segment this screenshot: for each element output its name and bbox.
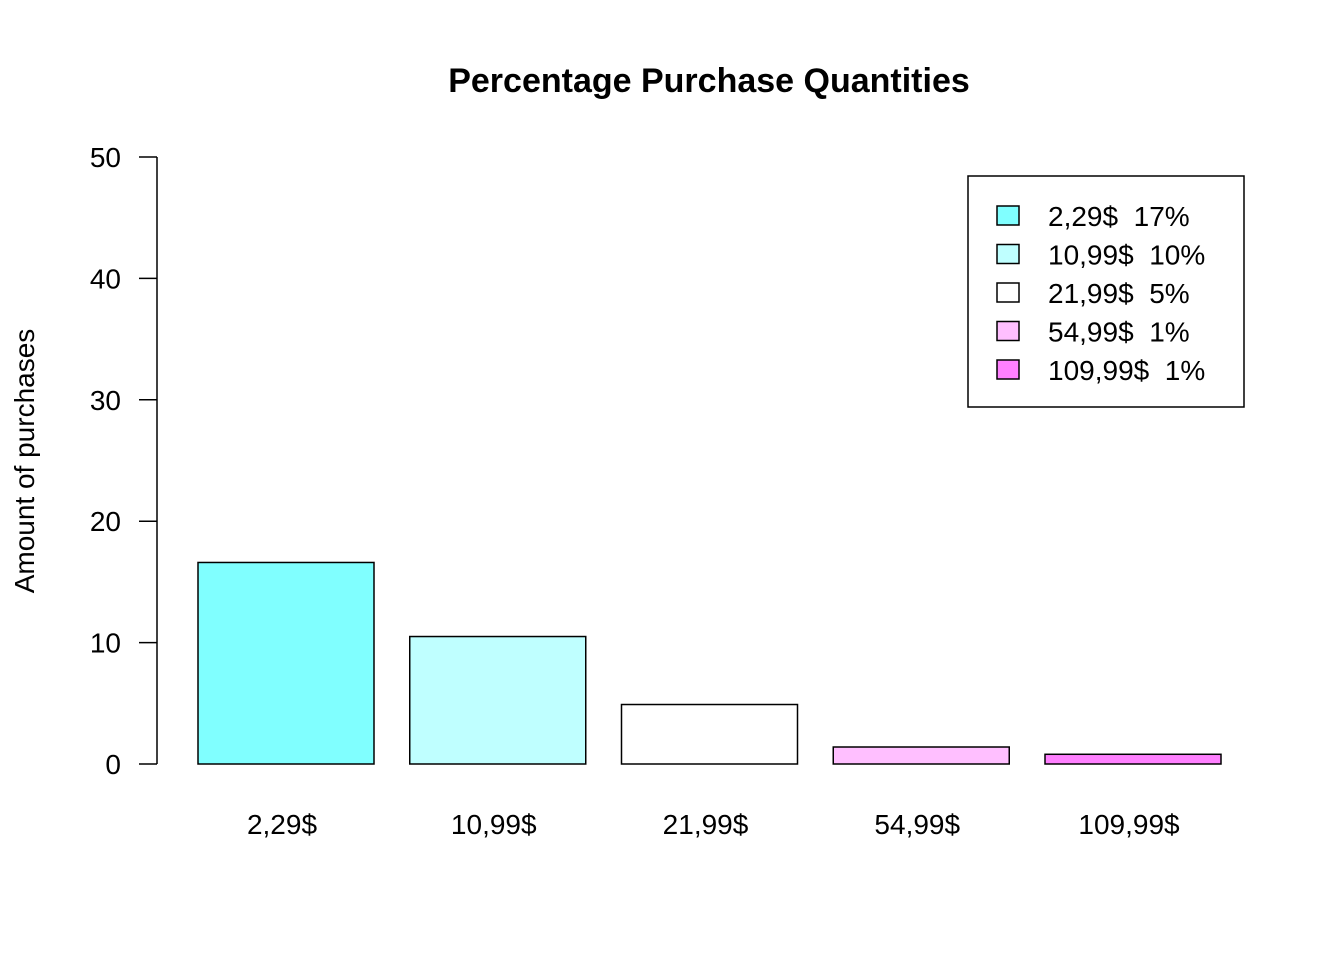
- legend-swatch: [996, 359, 1020, 380]
- x-tick-labels: 2,29$ 10,99$ 21,99$ 54,99$ 109,99$: [247, 809, 1180, 840]
- x-tick-label: 2,29$: [247, 809, 317, 840]
- legend-entry: 2,29$ 17%: [1048, 201, 1190, 232]
- legend-swatch: [996, 320, 1020, 342]
- legend-swatch: [996, 243, 1020, 265]
- x-tick-label: 10,99$: [451, 809, 537, 840]
- legend-entry: 21,99$ 5%: [1048, 278, 1190, 309]
- bars-group: [197, 561, 1222, 765]
- legend-entry: 54,99$ 1%: [1048, 317, 1190, 348]
- bar-3: [620, 703, 799, 765]
- bar-1: [197, 561, 375, 765]
- legend: 2,29$ 17% 10,99$ 10% 21,99$ 5% 54,99$ 1% 109…: [967, 175, 1245, 408]
- legend-swatch: [996, 282, 1020, 303]
- x-tick-label: 21,99$: [663, 809, 749, 840]
- y-axis-label: Amount of purchases: [9, 329, 40, 594]
- y-tick-label: 50: [90, 142, 121, 173]
- legend-entry: 109,99$ 1%: [1048, 355, 1205, 386]
- legend-swatch: [996, 205, 1020, 226]
- y-tick-label: 20: [90, 506, 121, 537]
- bar-5: [1044, 753, 1222, 765]
- chart-title: Percentage Purchase Quantities: [448, 62, 970, 100]
- bar-2: [409, 635, 587, 765]
- y-tick-label: 40: [90, 263, 121, 294]
- x-tick-label: 54,99$: [874, 809, 960, 840]
- x-tick-label: 109,99$: [1078, 809, 1180, 840]
- bar-4: [832, 746, 1010, 765]
- y-axis: 0 10 20 30 40 50: [90, 142, 158, 780]
- legend-entry: 10,99$ 10%: [1048, 240, 1205, 271]
- y-tick-label: 10: [90, 628, 121, 659]
- y-tick-label: 30: [90, 385, 121, 416]
- y-tick-label: 0: [105, 749, 121, 780]
